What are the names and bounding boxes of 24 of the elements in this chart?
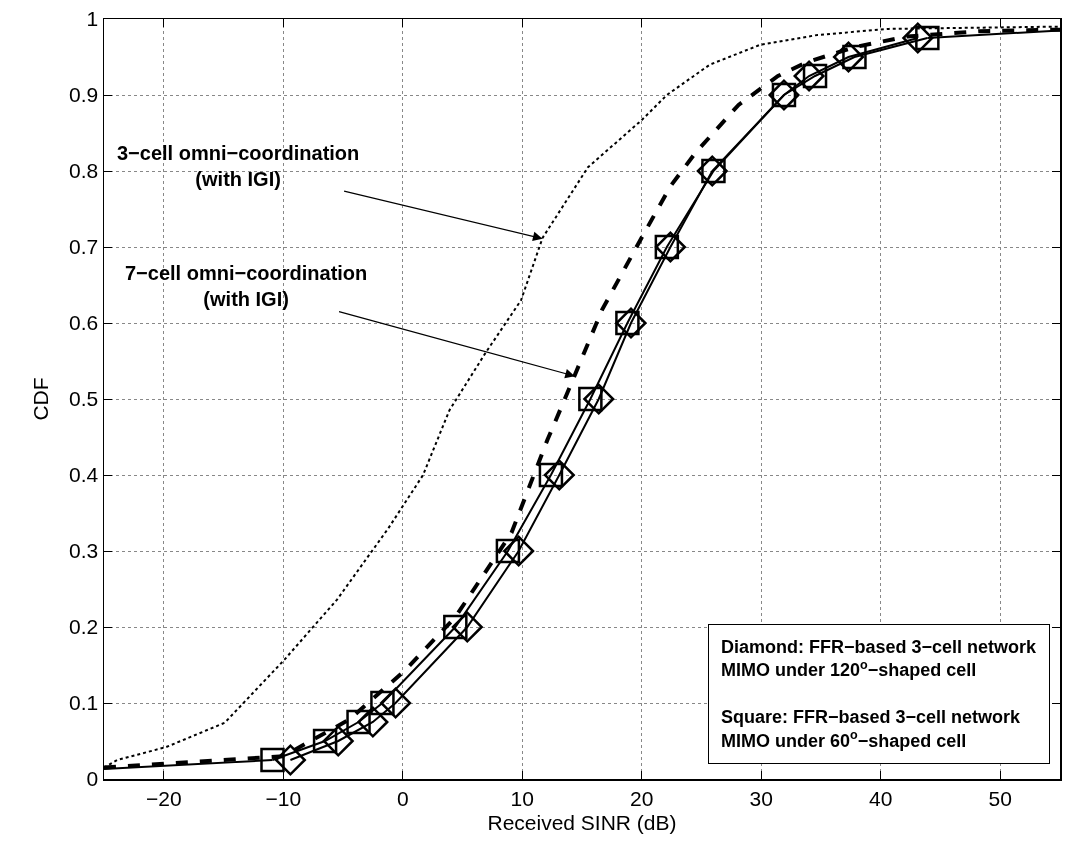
x-tick-label: 50 — [988, 786, 1012, 810]
x-tick-label: 20 — [630, 786, 654, 810]
x-tick-label: −10 — [265, 786, 302, 810]
y-tick-label: 0.9 — [69, 83, 99, 107]
y-tick-label: 0.6 — [69, 311, 99, 335]
x-tick-label: 30 — [749, 786, 773, 810]
y-tick-label: 0.8 — [69, 159, 99, 183]
y-tick-label: 0 — [86, 767, 99, 791]
y-tick-label: 0.2 — [69, 615, 99, 639]
x-tick-label: −20 — [145, 786, 182, 810]
x-axis-title: Received SINR (dB) — [487, 810, 677, 834]
y-tick-label: 0.1 — [69, 691, 99, 715]
y-tick-label: 0.5 — [69, 387, 99, 411]
y-tick-label: 1 — [86, 7, 99, 31]
y-tick-label: 0.3 — [69, 539, 99, 563]
x-tick-label: 0 — [396, 786, 409, 810]
x-tick-label: 40 — [869, 786, 893, 810]
y-axis-title: CDF — [29, 377, 53, 421]
annotation: 7−cell omni−coordination (with IGI) — [125, 262, 368, 310]
x-tick-label: 10 — [510, 786, 534, 810]
y-tick-label: 0.4 — [69, 463, 99, 487]
annotation: 3−cell omni−coordination (with IGI) — [117, 142, 360, 190]
text: Diamond: FFR−based 3−cell network MIMO under 120$^{o}$−shaped cell Square: FFR−based 3−cell network MIMO under 60$^{o}$−shaped cell — [721, 637, 1037, 751]
y-tick-label: 0.7 — [69, 235, 99, 259]
